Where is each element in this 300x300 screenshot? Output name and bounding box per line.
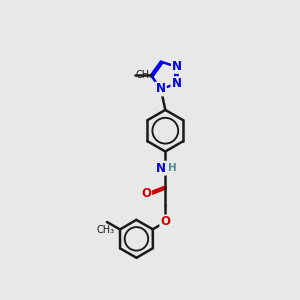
Text: N: N [171, 77, 182, 90]
Text: N: N [156, 162, 166, 175]
Text: O: O [160, 215, 170, 229]
Text: N: N [172, 60, 182, 73]
Text: N: N [156, 82, 166, 95]
Text: H: H [168, 163, 177, 173]
Text: O: O [141, 187, 151, 200]
Text: CH₃: CH₃ [97, 225, 115, 235]
Text: CH₃: CH₃ [136, 70, 154, 80]
